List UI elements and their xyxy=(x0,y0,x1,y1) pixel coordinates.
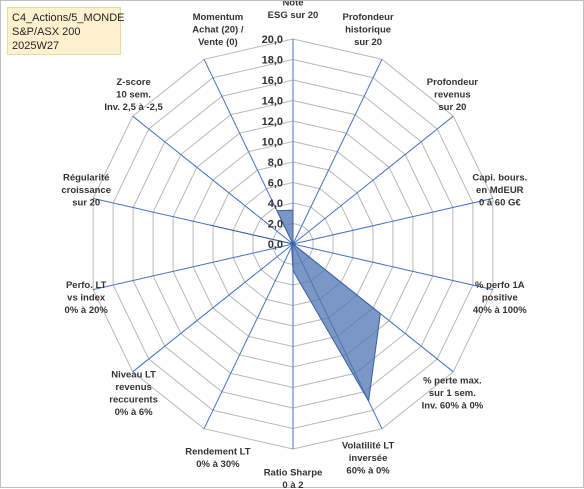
axis-label-line: sur 1 sem. xyxy=(429,388,476,399)
tick-label: 16,0 xyxy=(262,75,283,87)
tick-label: 12,0 xyxy=(262,116,283,128)
tick-label: 4,0 xyxy=(268,198,283,210)
axis-label-line: Régularité xyxy=(63,173,109,184)
axis-label-line: Rendement LT xyxy=(185,447,250,458)
axis-label-line: reccurents xyxy=(109,394,158,405)
axis-label-line: sur 20 xyxy=(354,37,382,48)
axis-label-line: 10 sem. xyxy=(116,89,151,100)
axis-label-line: ESG sur 20 xyxy=(268,10,319,21)
axis-label-line: 60% à 0% xyxy=(346,465,390,476)
axis-label-line: 0% à 6% xyxy=(115,407,154,418)
tick-label: 14,0 xyxy=(262,96,283,108)
axis-label-line: 0% à 20% xyxy=(65,305,109,316)
tick-label: 2,0 xyxy=(268,219,283,231)
axis-label-line: Volatilité LT xyxy=(342,440,395,451)
axis-label-line: 0% à 30% xyxy=(196,459,240,470)
tick-label: 20,0 xyxy=(262,34,283,46)
axis-label-line: sur 20 xyxy=(72,198,100,209)
axis-label-line: Note xyxy=(282,1,303,9)
axis-label-line: % perte max. xyxy=(423,376,482,387)
axis-label-line: Profondeur xyxy=(427,77,478,88)
axis-label-line: vs index xyxy=(67,292,106,303)
axis-label-line: Inv. 2,5 à -2,5 xyxy=(104,102,163,113)
axis-label-line: Capi. bours. xyxy=(472,173,527,184)
axis-spoke xyxy=(293,116,453,244)
tick-label: 6,0 xyxy=(268,178,283,190)
axis-label: Momentum Achat (20) /Vente (0) xyxy=(192,12,244,48)
axis-label-line: Achat (20) / xyxy=(192,25,244,36)
axis-label-line: Momentum xyxy=(193,12,244,23)
tick-label: 10,0 xyxy=(262,137,283,149)
axis-label-line: % perfo 1A xyxy=(475,280,525,291)
axis-label-line: Vente (0) xyxy=(198,37,238,48)
axis-label-line: Niveau LT xyxy=(111,369,156,380)
tick-label: 8,0 xyxy=(268,157,283,169)
axis-label-line: revenus xyxy=(434,89,470,100)
radar-tick-labels: 0,0 2,0 4,0 6,0 8,0 10,0 12,0 14,0 16,0 18,0 20,0 xyxy=(262,34,283,251)
axis-label-line: en MdEUR xyxy=(476,185,524,196)
axis-label-line: revenus xyxy=(115,382,151,393)
axis-label-line: 40% à 100% xyxy=(473,305,527,316)
axis-label-line: sur 20 xyxy=(438,102,466,113)
axis-label-line: 0 à 60 G€ xyxy=(479,198,521,209)
axis-label-line: historique xyxy=(345,25,391,36)
axis-spoke xyxy=(133,244,293,372)
axis-label-line: Ratio Sharpe xyxy=(264,468,323,479)
axis-label-line: Profondeur xyxy=(342,12,393,23)
axis-label: % perte max.sur 1 sem. Inv. 60% à 0% xyxy=(422,376,484,412)
tick-label: 18,0 xyxy=(262,55,283,67)
tick-label: 0,0 xyxy=(268,239,283,251)
axis-label-line: positive xyxy=(482,292,518,303)
axis-label-line: croissance xyxy=(61,185,111,196)
axis-label-line: Inv. 60% à 0% xyxy=(422,401,484,412)
axis-label: Capi. bours.en MdEUR 0 à 60 G€ xyxy=(472,173,527,209)
axis-label-line: Z-score xyxy=(116,77,150,88)
axis-label-line: inversée xyxy=(349,453,388,464)
axis-label-line: Perfo. LT xyxy=(66,280,107,291)
